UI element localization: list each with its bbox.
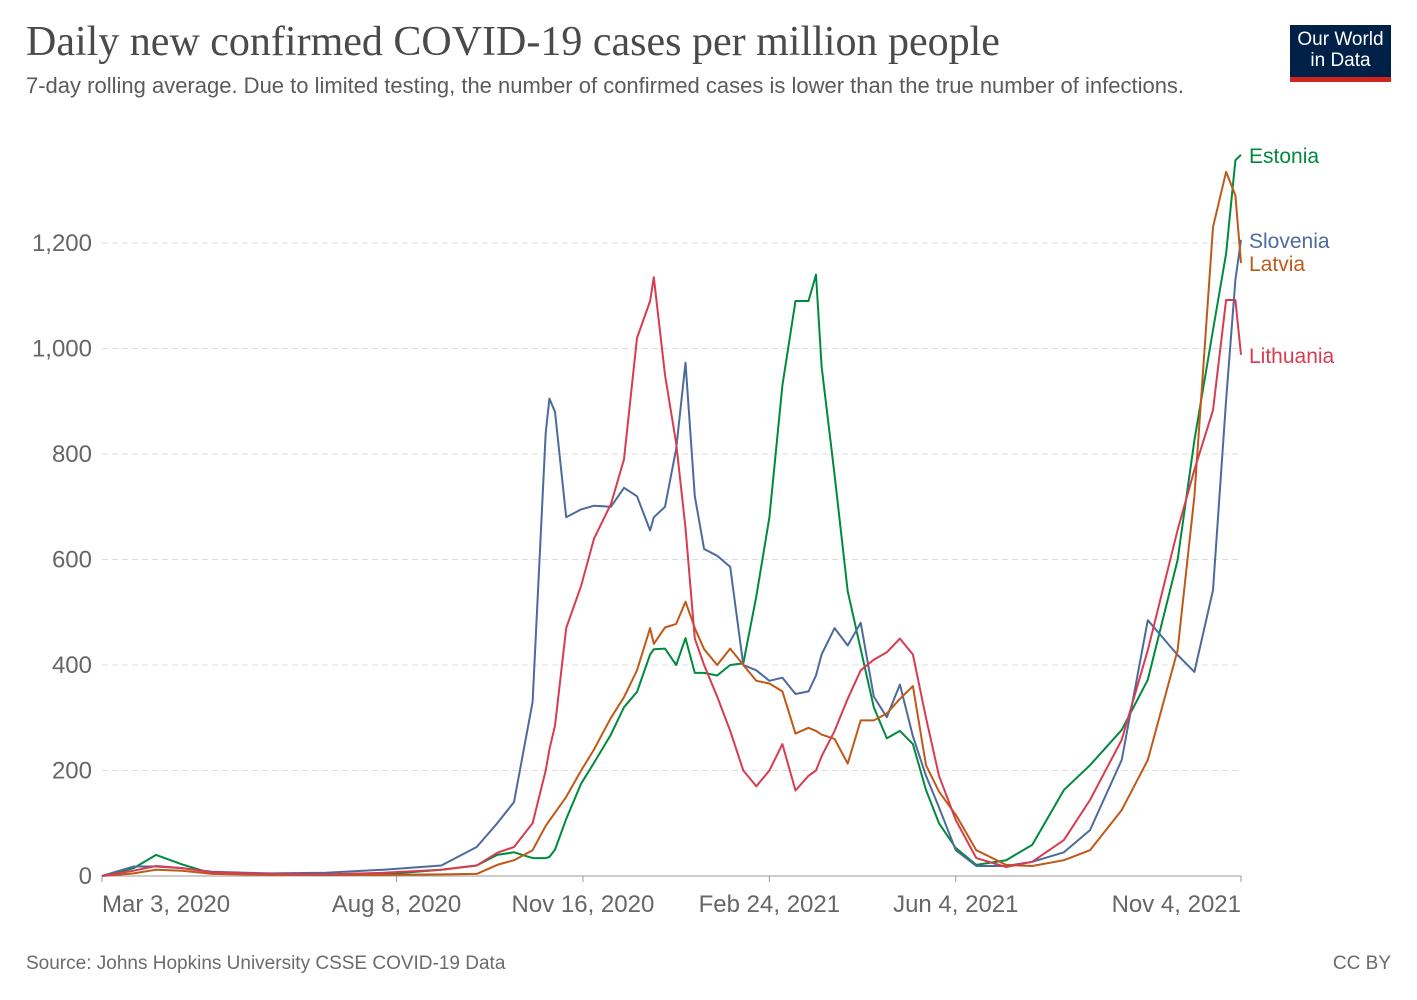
- x-tick-label: Mar 3, 2020: [102, 891, 230, 918]
- x-tick-label: Nov 16, 2020: [512, 891, 655, 918]
- gridlines: [102, 242, 1241, 771]
- y-tick-label: 0: [79, 863, 92, 890]
- logo-line-1: Our World: [1297, 29, 1384, 50]
- series-line-estonia: [101, 154, 1242, 877]
- y-tick-label: 600: [52, 547, 92, 574]
- chart-title: Daily new confirmed COVID-19 cases per m…: [26, 19, 1000, 65]
- logo-line-2: in Data: [1310, 50, 1371, 71]
- x-tick-label: Nov 4, 2021: [1112, 891, 1241, 918]
- series-line-lithuania: [101, 276, 1242, 877]
- x-axis: Mar 3, 2020 Aug 8, 2020 Nov 16, 2020 Feb 24…: [101, 875, 1242, 918]
- y-tick-label: 800: [52, 441, 92, 468]
- x-tick-label: Aug 8, 2020: [332, 891, 461, 918]
- x-tick-label: Feb 24, 2021: [699, 891, 840, 918]
- series-line-latvia: [101, 170, 1242, 877]
- source-note[interactable]: Source: Johns Hopkins University CSSE CO…: [26, 953, 506, 974]
- y-axis: 0 200 400 600 800 1,000 1,200: [32, 230, 92, 890]
- series-lines: [101, 154, 1242, 877]
- chart-subtitle: 7-day rolling average. Due to limited te…: [26, 73, 1185, 98]
- license-link[interactable]: CC BY: [1332, 953, 1391, 974]
- owid-logo[interactable]: Our World in Data: [1290, 25, 1391, 82]
- series-label-lithuania: Lithuania: [1249, 345, 1335, 368]
- x-tick-label: Jun 4, 2021: [893, 891, 1018, 918]
- y-tick-label: 1,000: [32, 336, 92, 363]
- y-tick-label: 200: [52, 758, 92, 785]
- y-tick-label: 400: [52, 652, 92, 679]
- y-tick-label: 1,200: [32, 230, 92, 257]
- series-line-slovenia: [101, 239, 1242, 877]
- series-label-slovenia: Slovenia: [1249, 230, 1330, 253]
- series-label-latvia: Latvia: [1249, 253, 1305, 276]
- series-label-estonia: Estonia: [1249, 145, 1319, 168]
